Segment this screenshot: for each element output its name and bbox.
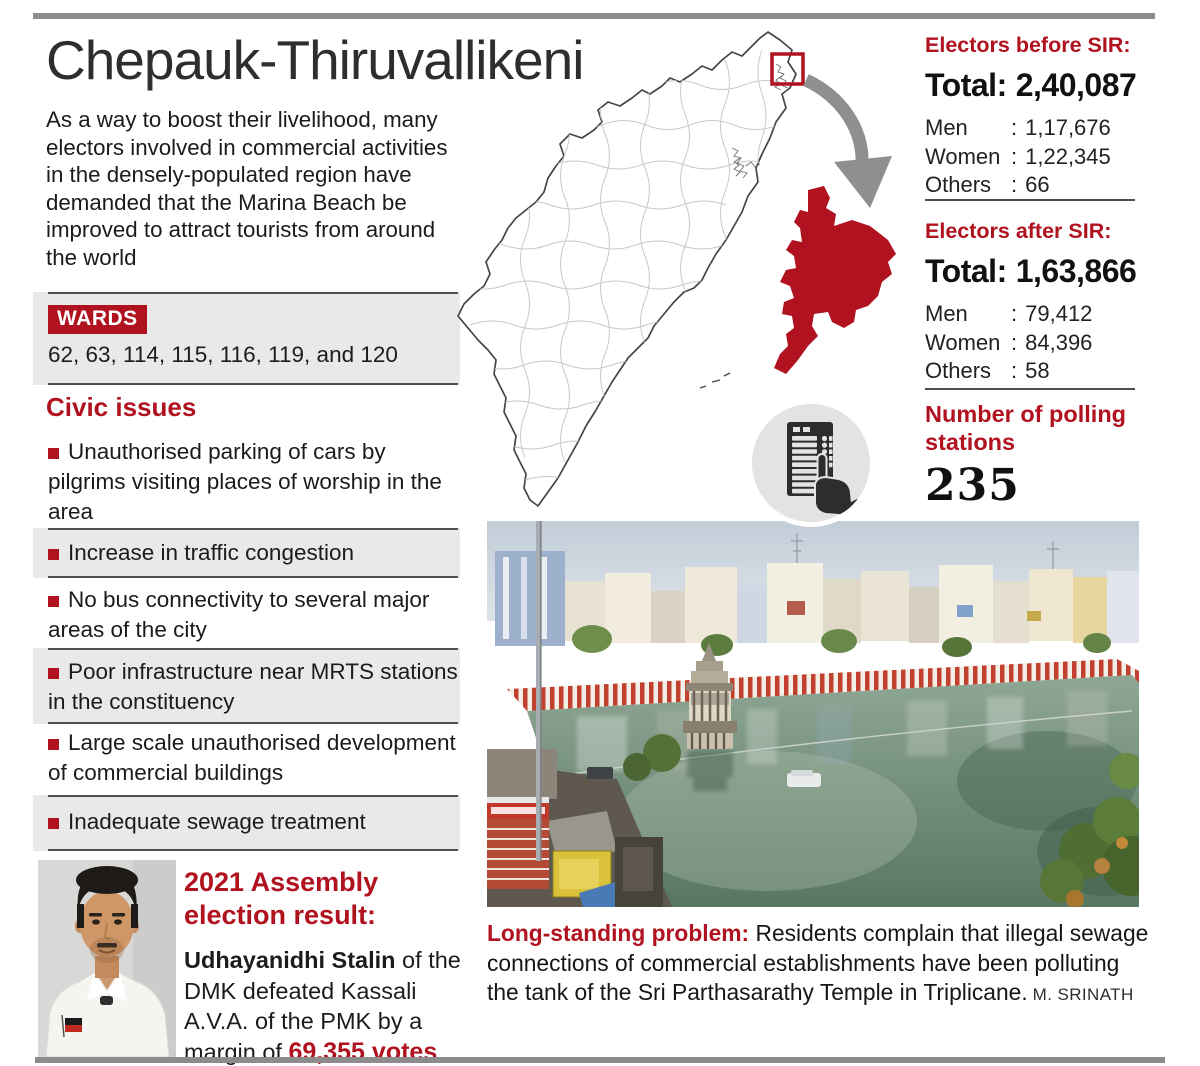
divider-rule	[925, 199, 1135, 201]
row-value: 79,412	[1025, 301, 1093, 326]
civic-issues-heading: Civic issues	[46, 392, 197, 422]
bullet-square-icon	[48, 448, 59, 459]
candidate-photo-art	[38, 860, 176, 1057]
row-value: 84,396	[1025, 329, 1093, 355]
civic-issue-text: Unauthorised parking of cars by pilgrims…	[48, 439, 442, 524]
temple-tank-photo-art	[487, 521, 1139, 907]
tamil-nadu-map-art	[457, 31, 896, 507]
intro-paragraph: As a way to boost their livelihood, many…	[46, 107, 448, 270]
total-value: 2,40,087	[1015, 67, 1137, 103]
island-chain	[699, 372, 731, 389]
civic-issue-text: Inadequate sewage treatment	[68, 809, 366, 834]
row-value: 1,22,345	[1025, 143, 1111, 169]
photo-credit: M. SRINATH	[1032, 985, 1134, 1004]
civic-issue-item: Large scale unauthorised development of …	[33, 728, 460, 792]
electors-after-panel: Electors after SIR: Total: 1,63,866 Men:7…	[925, 219, 1139, 386]
bullet-square-icon	[48, 596, 59, 607]
photo-caption: Long-standing problem: Residents complai…	[487, 919, 1153, 1010]
electors-before-heading: Electors before SIR:	[925, 33, 1131, 57]
flagpole	[536, 521, 541, 861]
wards-panel: WARDS 62, 63, 114, 115, 116, 119, and 12…	[33, 292, 460, 385]
row-label: Others	[925, 172, 992, 197]
electors-row: Men:1,17,676	[925, 114, 1139, 143]
civic-issue-item: Inadequate sewage treatment	[33, 795, 460, 851]
electors-row: Others:58	[925, 357, 1139, 386]
electors-after-heading: Electors after SIR:	[925, 219, 1112, 243]
row-separator: :	[1011, 358, 1018, 383]
polling-stations-count: 235	[925, 460, 1020, 511]
total-label: Total:	[925, 67, 1007, 103]
civic-issue-text: Poor infrastructure near MRTS stations i…	[48, 659, 458, 714]
trees	[623, 734, 1139, 907]
dmk-flag-logo	[61, 1014, 82, 1038]
wards-label: WARDS	[48, 305, 147, 334]
bullet-square-icon	[48, 668, 59, 679]
electors-row: Men:79,412	[925, 300, 1139, 329]
wards-numbers: 62, 63, 114, 115, 116, 119, and 120	[48, 342, 398, 367]
row-value: 66	[1025, 172, 1050, 197]
electors-before-panel: Electors before SIR: Total: 2,40,087 Men:…	[925, 33, 1139, 200]
bullet-square-icon	[48, 549, 59, 560]
civic-issue-text: Increase in traffic congestion	[68, 540, 354, 565]
row-separator: :	[1011, 329, 1018, 355]
row-value: 58	[1025, 358, 1050, 383]
row-separator: :	[1011, 143, 1018, 169]
evm-icon-art	[787, 422, 870, 522]
bullet-square-icon	[48, 739, 59, 750]
constituency-locator-box	[770, 52, 805, 86]
tamil-nadu-map	[450, 30, 920, 520]
electors-rows: Men:79,412 Women:84,396 Others:58	[925, 300, 1139, 386]
candidate-photo	[38, 860, 176, 1057]
skyline-buildings	[495, 533, 1139, 657]
electors-rows: Men:1,17,676 Women:1,22,345 Others:66	[925, 114, 1139, 200]
row-separator: :	[1011, 172, 1018, 197]
row-label: Women	[925, 143, 1001, 169]
temple-tank-photo	[487, 521, 1139, 907]
row-label: Men	[925, 301, 968, 326]
electors-total: Total: 2,40,087	[925, 67, 1139, 104]
page-title: Chepauk-Thiruvallikeni	[46, 29, 584, 91]
row-separator: :	[1011, 115, 1018, 140]
row-value: 1,17,676	[1025, 115, 1111, 140]
civic-issue-text: No bus connectivity to several major are…	[48, 587, 430, 642]
row-label: Others	[925, 358, 992, 383]
bottom-rule	[35, 1057, 1165, 1063]
zoom-arrow	[803, 74, 892, 208]
civic-issue-item: Increase in traffic congestion	[33, 528, 460, 578]
electors-row: Women:1,22,345	[925, 143, 1139, 172]
row-separator: :	[1011, 301, 1018, 326]
street-corner-buildings	[487, 749, 821, 907]
central-mandapam	[683, 643, 737, 791]
row-label: Men	[925, 115, 968, 140]
state-outline	[457, 31, 797, 507]
sunglasses-on-collar	[100, 996, 113, 1005]
evm-icon	[747, 399, 875, 527]
civic-issue-item: Unauthorised parking of cars by pilgrims…	[33, 437, 460, 533]
divider-rule	[925, 388, 1135, 390]
constituency-shape	[774, 186, 896, 374]
civic-issue-item: Poor infrastructure near MRTS stations i…	[33, 648, 460, 724]
top-rule	[33, 13, 1155, 19]
civic-issue-text: Large scale unauthorised development of …	[48, 730, 456, 785]
total-label: Total:	[925, 253, 1007, 289]
election-result-heading: 2021 Assembly election result:	[184, 867, 379, 930]
total-value: 1,63,866	[1015, 253, 1137, 289]
bullet-square-icon	[48, 818, 59, 829]
caption-lead: Long-standing problem:	[487, 920, 750, 946]
civic-issue-item: No bus connectivity to several major are…	[33, 585, 460, 649]
winner-name: Udhayanidhi Stalin	[184, 947, 396, 973]
electors-row: Others:66	[925, 171, 1139, 200]
election-result-block: 2021 Assembly election result: Udhayanid…	[184, 866, 464, 1066]
caption-text: Residents complain that illegal sewage c…	[487, 920, 1149, 1005]
electors-row: Women:84,396	[925, 329, 1139, 358]
polling-stations-heading: Number of polling stations	[925, 401, 1127, 455]
electors-total: Total: 1,63,866	[925, 253, 1139, 290]
election-result-text: Udhayanidhi Stalin of the DMK defeated K…	[184, 945, 464, 1066]
row-label: Women	[925, 329, 1001, 355]
polling-stations-block: Number of polling stations 235	[925, 401, 1145, 511]
